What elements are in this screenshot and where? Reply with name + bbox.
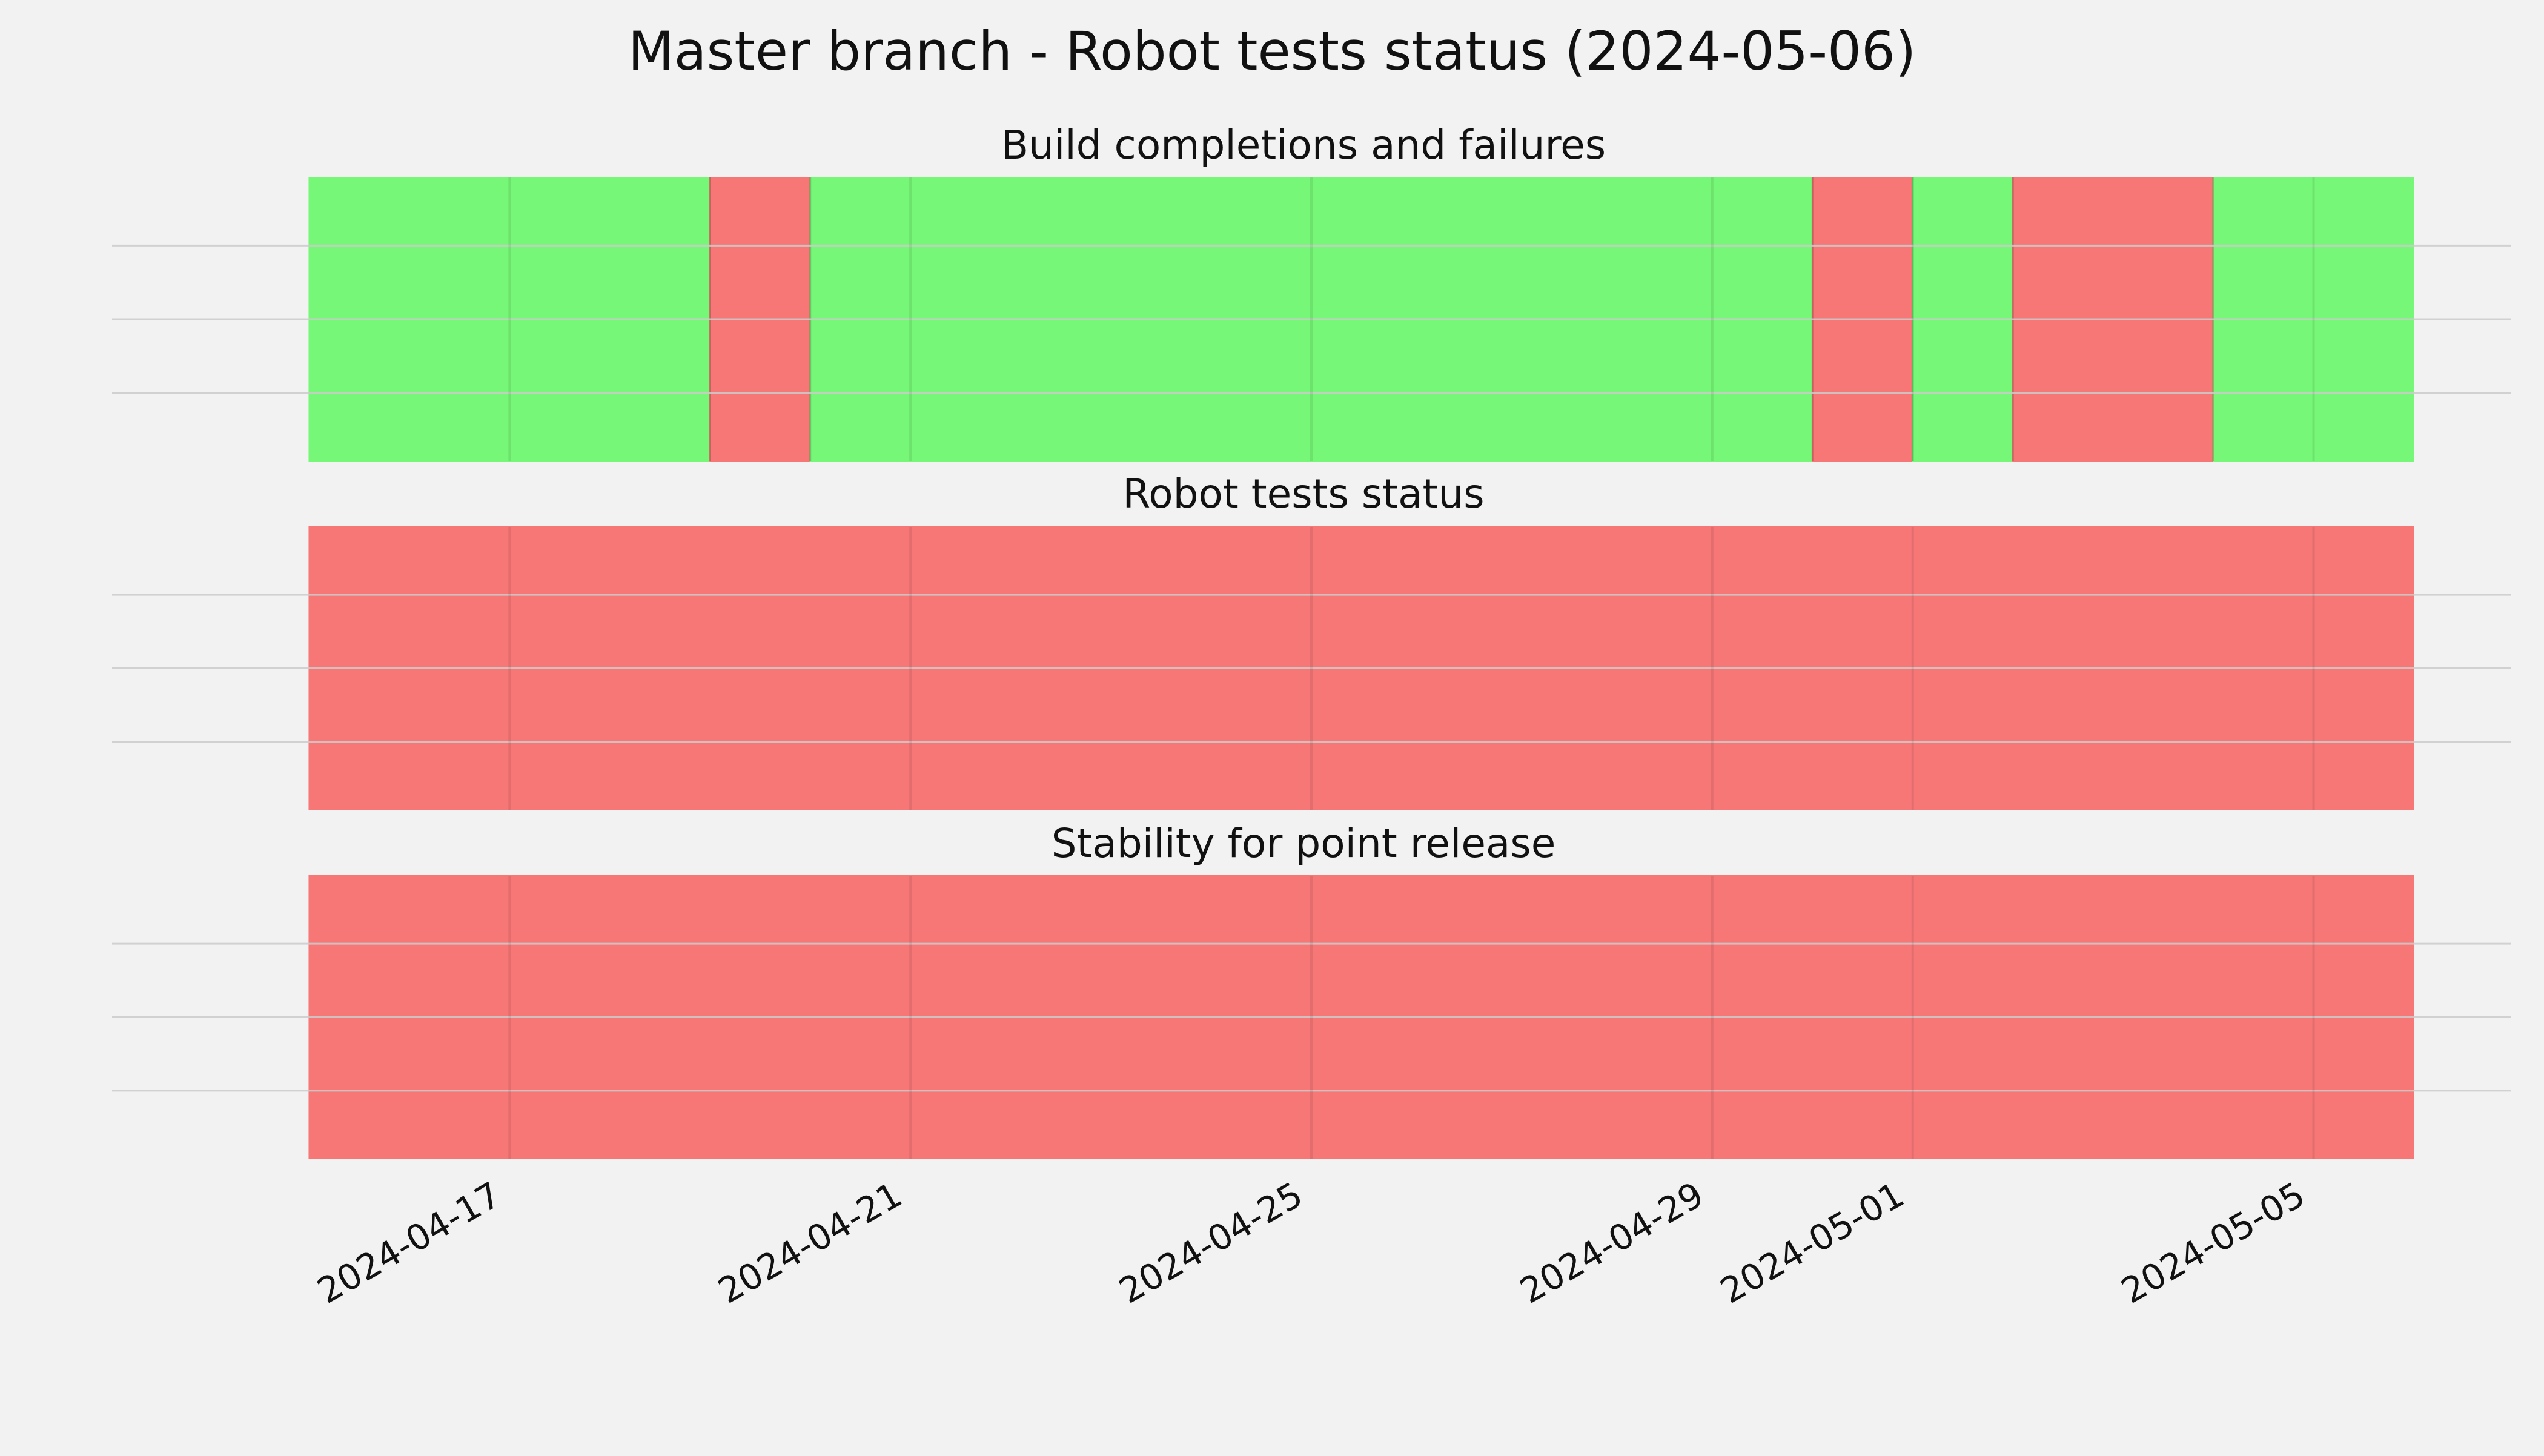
panel-1: Build completions and failures bbox=[112, 122, 2511, 462]
panels-layer: Build completions and failures Robot test… bbox=[112, 122, 2511, 1159]
panel-title: Stability for point release bbox=[1052, 820, 1556, 867]
panel-2: Robot tests status bbox=[112, 471, 2511, 810]
chart-title: Master branch - Robot tests status (2024… bbox=[628, 20, 1916, 82]
panel-title: Build completions and failures bbox=[1001, 122, 1606, 168]
panel-title: Robot tests status bbox=[1122, 471, 1484, 517]
panel-3: Stability for point release bbox=[112, 820, 2511, 1159]
